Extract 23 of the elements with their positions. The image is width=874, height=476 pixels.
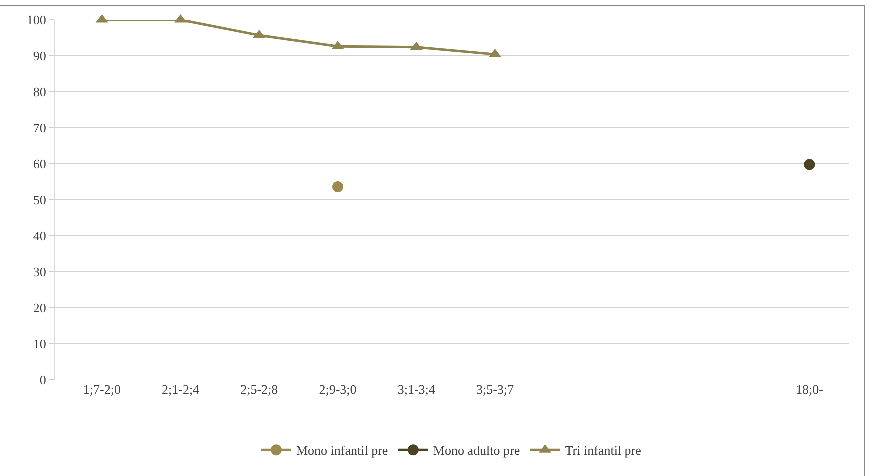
y-tick-label: 90 <box>33 48 46 64</box>
x-tick-label: 3;5-3;7 <box>476 382 515 397</box>
y-tick-label: 100 <box>26 12 46 28</box>
legend-label: Mono adulto pre <box>433 443 520 458</box>
x-tick-label: 2;1-2;4 <box>162 382 200 397</box>
y-tick-label: 40 <box>33 228 46 244</box>
x-tick-label: 2;5-2;8 <box>240 382 278 397</box>
y-tick-label: 50 <box>33 192 46 208</box>
point <box>804 159 816 170</box>
y-tick-label: 80 <box>33 84 46 100</box>
y-tick-label: 70 <box>33 120 46 136</box>
y-tick-label: 0 <box>40 372 46 388</box>
y-tick-label: 20 <box>33 300 46 316</box>
legend-label: Tri infantil pre <box>565 443 642 458</box>
legend-label: Mono infantil pre <box>296 443 388 458</box>
x-tick-label: 3;1-3;4 <box>398 382 436 397</box>
y-tick-label: 10 <box>33 336 46 352</box>
point <box>332 182 344 193</box>
y-tick-label: 30 <box>33 264 46 280</box>
x-tick-label: 1;7-2;0 <box>83 382 121 397</box>
x-tick-label: 18;0- <box>796 382 824 397</box>
x-tick-label: 2;9-3;0 <box>319 382 357 397</box>
y-tick-label: 60 <box>33 156 46 172</box>
